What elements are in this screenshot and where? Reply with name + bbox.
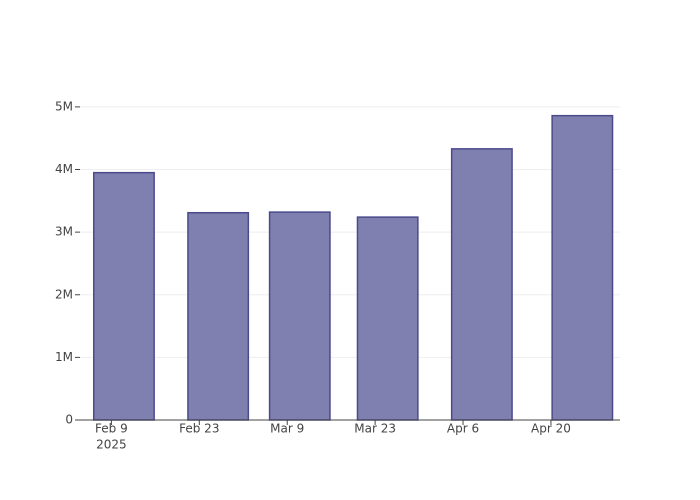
y-tick-label: 3M (55, 225, 73, 239)
x-tick-label: Feb 9 (95, 422, 128, 436)
bar (93, 171, 155, 421)
x-tick-label: Feb 23 (179, 422, 219, 436)
bar (356, 216, 419, 421)
y-tick-label: 1M (55, 350, 73, 364)
bar (450, 148, 513, 421)
bar (187, 211, 250, 421)
y-tick-label: 5M (55, 99, 73, 113)
bar (551, 114, 614, 421)
y-tick-label: 2M (55, 287, 73, 301)
bar (268, 211, 331, 421)
y-tick-label: 4M (55, 162, 73, 176)
x-tick-label: Mar 9 (270, 422, 304, 436)
x-tick-label: Apr 6 (447, 422, 479, 436)
x-tick-label: Apr 20 (531, 422, 571, 436)
y-tick-label: 0 (65, 413, 73, 427)
x-tick-year: 2025 (96, 438, 127, 452)
x-tick-label: Mar 23 (354, 422, 396, 436)
